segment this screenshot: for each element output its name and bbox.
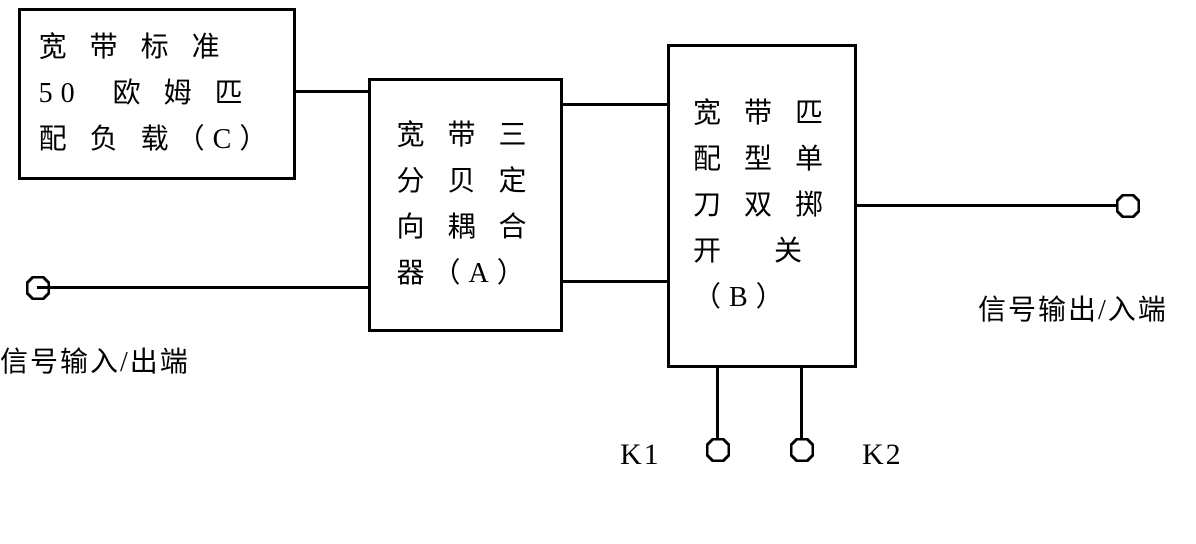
line-b-to-k2 (800, 368, 803, 440)
label-input: 信号输入/出端 (0, 340, 190, 380)
label-output: 信号输出/入端 (978, 288, 1168, 328)
box-load-c: 宽 带 标 准 50 欧 姆 匹 配 负 载（C） (18, 8, 296, 180)
line-c-to-a (296, 90, 368, 93)
line-a-to-b-bottom (563, 280, 667, 283)
port-k1 (706, 438, 730, 462)
line-b-to-k1 (716, 368, 719, 440)
port-k2 (790, 438, 814, 462)
line-b-to-output (857, 204, 1117, 207)
line-a-to-b-top (563, 103, 667, 106)
box-switch-b-text: 宽 带 匹 配 型 单 刀 双 掷 开 关 （B） (693, 91, 831, 322)
port-input (26, 276, 50, 300)
port-output (1116, 194, 1140, 218)
label-k2: K2 (862, 438, 903, 472)
box-coupler-a-text: 宽 带 三 分 贝 定 向 耦 合 器（A） (396, 113, 534, 298)
box-load-c-text: 宽 带 标 准 50 欧 姆 匹 配 负 载（C） (39, 25, 276, 164)
label-k1: K1 (620, 438, 661, 472)
box-switch-b: 宽 带 匹 配 型 单 刀 双 掷 开 关 （B） (667, 44, 857, 368)
line-input-to-a (37, 286, 368, 289)
box-coupler-a: 宽 带 三 分 贝 定 向 耦 合 器（A） (368, 78, 563, 332)
